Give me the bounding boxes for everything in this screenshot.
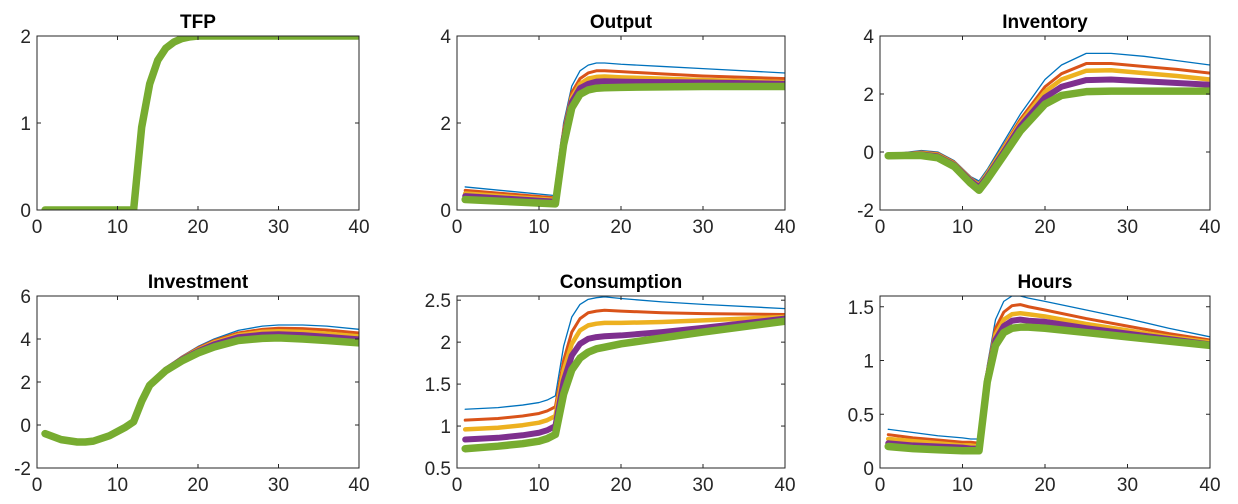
chart-panel: 0 10 20 30 40 0 2 4 Output bbox=[440, 12, 795, 238]
x-tick-label: 30 bbox=[692, 217, 713, 238]
x-tick-label: 0 bbox=[452, 217, 463, 238]
y-tick-label: 6 bbox=[20, 287, 31, 308]
x-tick-label: 40 bbox=[1199, 217, 1220, 238]
panel-title: Output bbox=[590, 12, 653, 33]
x-tick-label: 10 bbox=[528, 217, 549, 238]
x-tick-label: 20 bbox=[1034, 217, 1055, 238]
x-tick-label: 0 bbox=[875, 475, 886, 496]
x-tick-label: 20 bbox=[187, 475, 208, 496]
y-tick-label: 4 bbox=[440, 27, 451, 48]
x-tick-label: 10 bbox=[107, 217, 128, 238]
y-tick-label: 2 bbox=[20, 27, 31, 48]
y-tick-label: 1.5 bbox=[425, 375, 451, 396]
x-tick-label: 40 bbox=[1199, 475, 1220, 496]
x-tick-label: 0 bbox=[875, 217, 886, 238]
panel-title: Consumption bbox=[560, 272, 682, 293]
y-tick-label: -2 bbox=[857, 201, 874, 222]
x-tick-label: 10 bbox=[952, 217, 973, 238]
x-tick-label: 20 bbox=[610, 217, 631, 238]
y-tick-label: 1.5 bbox=[848, 298, 874, 319]
x-tick-label: 30 bbox=[692, 475, 713, 496]
panel-title: Hours bbox=[1018, 272, 1073, 293]
y-tick-label: 1 bbox=[440, 417, 451, 438]
x-tick-label: 20 bbox=[1034, 475, 1055, 496]
x-tick-label: 20 bbox=[187, 217, 208, 238]
x-tick-label: 40 bbox=[348, 217, 369, 238]
x-tick-label: 10 bbox=[952, 475, 973, 496]
y-tick-label: 0 bbox=[863, 459, 874, 480]
x-tick-label: 40 bbox=[774, 217, 795, 238]
chart-panel: 0 10 20 30 40 0 0.5 1 1.5 Hours bbox=[848, 272, 1221, 496]
y-tick-label: -2 bbox=[14, 459, 31, 480]
x-tick-label: 30 bbox=[1117, 217, 1138, 238]
panel-title: TFP bbox=[180, 12, 216, 33]
x-tick-label: 30 bbox=[268, 475, 289, 496]
y-tick-label: 4 bbox=[863, 27, 874, 48]
y-tick-label: 1 bbox=[20, 114, 31, 135]
x-tick-label: 30 bbox=[268, 217, 289, 238]
y-tick-label: 1 bbox=[863, 352, 874, 373]
x-tick-label: 0 bbox=[452, 475, 463, 496]
chart-panel: 0 10 20 30 40 0 1 2 TFP bbox=[20, 12, 369, 238]
plot-area bbox=[37, 36, 359, 210]
panel-title: Inventory bbox=[1002, 12, 1088, 33]
y-tick-label: 0 bbox=[20, 416, 31, 437]
y-tick-label: 4 bbox=[20, 330, 31, 351]
y-tick-label: 0 bbox=[863, 143, 874, 164]
y-tick-label: 0.5 bbox=[848, 405, 874, 426]
y-tick-label: 2 bbox=[440, 114, 451, 135]
x-tick-label: 0 bbox=[32, 475, 43, 496]
x-tick-label: 30 bbox=[1117, 475, 1138, 496]
y-tick-label: 2 bbox=[863, 85, 874, 106]
x-tick-label: 40 bbox=[348, 475, 369, 496]
plot-area bbox=[457, 36, 785, 210]
y-tick-label: 0 bbox=[440, 201, 451, 222]
x-tick-label: 20 bbox=[610, 475, 631, 496]
plot-area bbox=[880, 36, 1210, 210]
chart-panel: 0 10 20 30 40 0.5 1 1.5 2 2.5 Consumption bbox=[425, 272, 796, 496]
y-tick-label: 2.5 bbox=[425, 291, 451, 312]
x-tick-label: 10 bbox=[528, 475, 549, 496]
panel-title: Investment bbox=[148, 272, 249, 293]
y-tick-label: 2 bbox=[440, 333, 451, 354]
x-tick-label: 40 bbox=[774, 475, 795, 496]
x-tick-label: 10 bbox=[107, 475, 128, 496]
y-tick-label: 0 bbox=[20, 201, 31, 222]
y-tick-label: 0.5 bbox=[425, 459, 451, 480]
y-tick-label: 2 bbox=[20, 373, 31, 394]
x-tick-label: 0 bbox=[32, 217, 43, 238]
